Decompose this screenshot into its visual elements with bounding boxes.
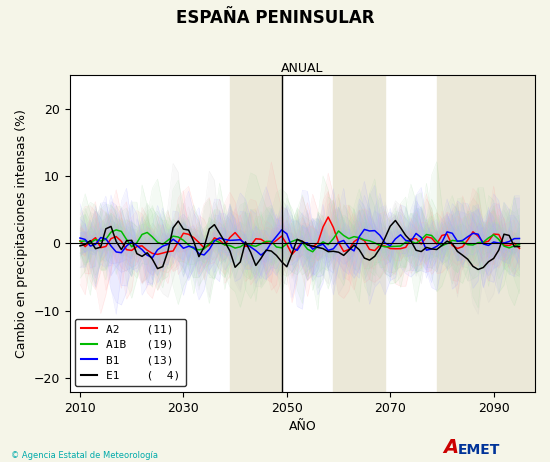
Title: ANUAL: ANUAL — [281, 62, 323, 75]
X-axis label: AÑO: AÑO — [288, 420, 316, 433]
Bar — [230, 75, 282, 392]
Legend: A2    (11), A1B   (19), B1    (13), E1    (  4): A2 (11), A1B (19), B1 (13), E1 ( 4) — [75, 318, 186, 386]
Text: A: A — [443, 438, 459, 457]
Text: EMET: EMET — [457, 444, 500, 457]
Bar — [437, 75, 535, 392]
Text: ESPAÑA PENINSULAR: ESPAÑA PENINSULAR — [176, 9, 374, 27]
Y-axis label: Cambio en precipitaciones intensas (%): Cambio en precipitaciones intensas (%) — [15, 109, 28, 358]
Text: © Agencia Estatal de Meteorología: © Agencia Estatal de Meteorología — [11, 451, 158, 460]
Bar — [333, 75, 385, 392]
